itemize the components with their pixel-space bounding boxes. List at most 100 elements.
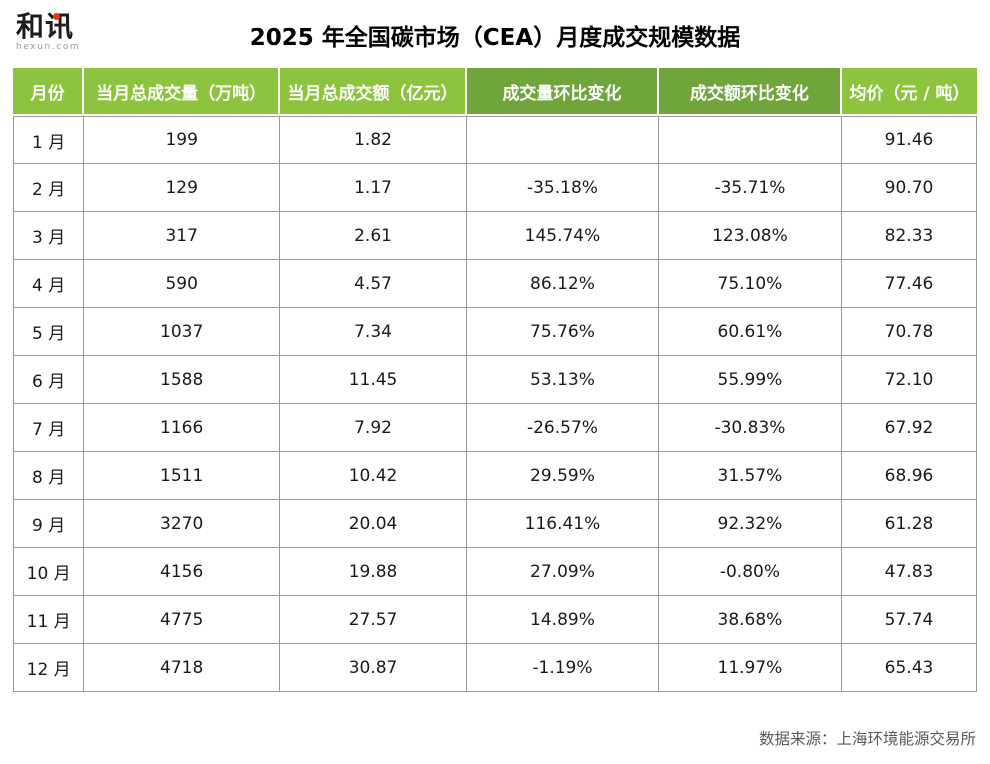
cell-turnover_mom: 92.32% bbox=[658, 500, 843, 548]
col-header-volume: 当月总成交量（万吨） bbox=[84, 68, 281, 116]
data-table: 月份 当月总成交量（万吨） 当月总成交额（亿元） 成交量环比变化 成交额环比变化 均价（元… bbox=[13, 68, 977, 692]
col-header-month: 月份 bbox=[13, 68, 85, 116]
cell-volume_mom: 145.74% bbox=[467, 212, 659, 260]
cell-volume: 590 bbox=[84, 260, 281, 308]
cell-volume_mom: -1.19% bbox=[467, 644, 659, 692]
hexun-logo: 和讯 hexun.com bbox=[16, 12, 136, 53]
table-row: 9 月 3270 20.04 116.41% 92.32% 61.28 bbox=[13, 500, 977, 548]
cell-month: 6 月 bbox=[13, 356, 85, 404]
hexun-logo-domain: hexun.com bbox=[16, 42, 81, 53]
table-row: 2 月 129 1.17 -35.18% -35.71% 90.70 bbox=[13, 164, 977, 212]
cell-month: 1 月 bbox=[13, 116, 85, 164]
cell-avg_price: 67.92 bbox=[842, 404, 977, 452]
cell-volume: 1166 bbox=[84, 404, 281, 452]
cell-volume: 1037 bbox=[84, 308, 281, 356]
cell-month: 7 月 bbox=[13, 404, 85, 452]
data-table-container: 月份 当月总成交量（万吨） 当月总成交额（亿元） 成交量环比变化 成交额环比变化 均价（元… bbox=[13, 68, 977, 692]
table-row: 12 月 4718 30.87 -1.19% 11.97% 65.43 bbox=[13, 644, 977, 692]
cell-volume_mom: 27.09% bbox=[467, 548, 659, 596]
cell-turnover_mom: 75.10% bbox=[658, 260, 843, 308]
cell-volume_mom bbox=[467, 116, 659, 164]
table-row: 8 月 1511 10.42 29.59% 31.57% 68.96 bbox=[13, 452, 977, 500]
cell-turnover: 7.92 bbox=[280, 404, 468, 452]
cell-volume_mom: 116.41% bbox=[467, 500, 659, 548]
table-row: 1 月 199 1.82 91.46 bbox=[13, 116, 977, 164]
col-header-avg_price: 均价（元 / 吨） bbox=[842, 68, 977, 116]
cell-turnover_mom: 123.08% bbox=[658, 212, 843, 260]
cell-volume_mom: -35.18% bbox=[467, 164, 659, 212]
cell-volume: 4718 bbox=[84, 644, 281, 692]
cell-month: 11 月 bbox=[13, 596, 85, 644]
cell-volume_mom: 86.12% bbox=[467, 260, 659, 308]
cell-volume_mom: 29.59% bbox=[467, 452, 659, 500]
cell-month: 12 月 bbox=[13, 644, 85, 692]
cell-month: 3 月 bbox=[13, 212, 85, 260]
col-header-turnover_mom: 成交额环比变化 bbox=[658, 68, 843, 116]
logo-brand-label: 和讯 bbox=[16, 10, 75, 43]
table-row: 3 月 317 2.61 145.74% 123.08% 82.33 bbox=[13, 212, 977, 260]
cell-volume: 3270 bbox=[84, 500, 281, 548]
cell-volume: 4156 bbox=[84, 548, 281, 596]
cell-avg_price: 65.43 bbox=[842, 644, 977, 692]
cell-turnover: 27.57 bbox=[280, 596, 468, 644]
col-header-volume_mom: 成交量环比变化 bbox=[467, 68, 659, 116]
cell-month: 4 月 bbox=[13, 260, 85, 308]
cell-turnover: 2.61 bbox=[280, 212, 468, 260]
cell-turnover_mom: 38.68% bbox=[658, 596, 843, 644]
cell-avg_price: 91.46 bbox=[842, 116, 977, 164]
cell-turnover_mom: -0.80% bbox=[658, 548, 843, 596]
cell-turnover: 1.82 bbox=[280, 116, 468, 164]
cell-volume: 129 bbox=[84, 164, 281, 212]
table-row: 4 月 590 4.57 86.12% 75.10% 77.46 bbox=[13, 260, 977, 308]
cell-volume: 199 bbox=[84, 116, 281, 164]
table-row: 7 月 1166 7.92 -26.57% -30.83% 67.92 bbox=[13, 404, 977, 452]
cell-avg_price: 61.28 bbox=[842, 500, 977, 548]
table-row: 11 月 4775 27.57 14.89% 38.68% 57.74 bbox=[13, 596, 977, 644]
cell-turnover_mom: 11.97% bbox=[658, 644, 843, 692]
cell-turnover: 7.34 bbox=[280, 308, 468, 356]
cell-volume_mom: 75.76% bbox=[467, 308, 659, 356]
cell-turnover: 19.88 bbox=[280, 548, 468, 596]
cell-avg_price: 47.83 bbox=[842, 548, 977, 596]
cell-avg_price: 57.74 bbox=[842, 596, 977, 644]
cell-turnover: 4.57 bbox=[280, 260, 468, 308]
cell-turnover_mom: -35.71% bbox=[658, 164, 843, 212]
cell-volume: 4775 bbox=[84, 596, 281, 644]
cell-month: 5 月 bbox=[13, 308, 85, 356]
cell-avg_price: 70.78 bbox=[842, 308, 977, 356]
cell-turnover_mom: -30.83% bbox=[658, 404, 843, 452]
cell-avg_price: 82.33 bbox=[842, 212, 977, 260]
cell-volume_mom: 14.89% bbox=[467, 596, 659, 644]
table-row: 5 月 1037 7.34 75.76% 60.61% 70.78 bbox=[13, 308, 977, 356]
cell-avg_price: 72.10 bbox=[842, 356, 977, 404]
cell-avg_price: 68.96 bbox=[842, 452, 977, 500]
cell-turnover: 30.87 bbox=[280, 644, 468, 692]
logo-red-dot-icon bbox=[53, 13, 60, 20]
page-title: 2025 年全国碳市场（CEA）月度成交规模数据 bbox=[249, 25, 741, 51]
cell-volume_mom: -26.57% bbox=[467, 404, 659, 452]
cell-turnover: 10.42 bbox=[280, 452, 468, 500]
col-header-turnover: 当月总成交额（亿元） bbox=[280, 68, 468, 116]
cell-turnover_mom: 55.99% bbox=[658, 356, 843, 404]
cell-volume: 1588 bbox=[84, 356, 281, 404]
cell-volume_mom: 53.13% bbox=[467, 356, 659, 404]
data-source-note: 数据来源：上海环境能源交易所 bbox=[758, 730, 976, 748]
cell-volume: 317 bbox=[84, 212, 281, 260]
cell-turnover_mom bbox=[658, 116, 843, 164]
table-row: 6 月 1588 11.45 53.13% 55.99% 72.10 bbox=[13, 356, 977, 404]
hexun-logo-text: 和讯 bbox=[16, 12, 74, 41]
cell-month: 10 月 bbox=[13, 548, 85, 596]
cell-turnover_mom: 60.61% bbox=[658, 308, 843, 356]
cell-month: 8 月 bbox=[13, 452, 85, 500]
cell-turnover: 20.04 bbox=[280, 500, 468, 548]
cell-turnover: 1.17 bbox=[280, 164, 468, 212]
cell-volume: 1511 bbox=[84, 452, 281, 500]
cell-month: 9 月 bbox=[13, 500, 85, 548]
cell-turnover: 11.45 bbox=[280, 356, 468, 404]
table-header-row: 月份 当月总成交量（万吨） 当月总成交额（亿元） 成交量环比变化 成交额环比变化 均价（元… bbox=[13, 68, 977, 116]
cell-avg_price: 77.46 bbox=[842, 260, 977, 308]
table-row: 10 月 4156 19.88 27.09% -0.80% 47.83 bbox=[13, 548, 977, 596]
cell-month: 2 月 bbox=[13, 164, 85, 212]
cell-turnover_mom: 31.57% bbox=[658, 452, 843, 500]
